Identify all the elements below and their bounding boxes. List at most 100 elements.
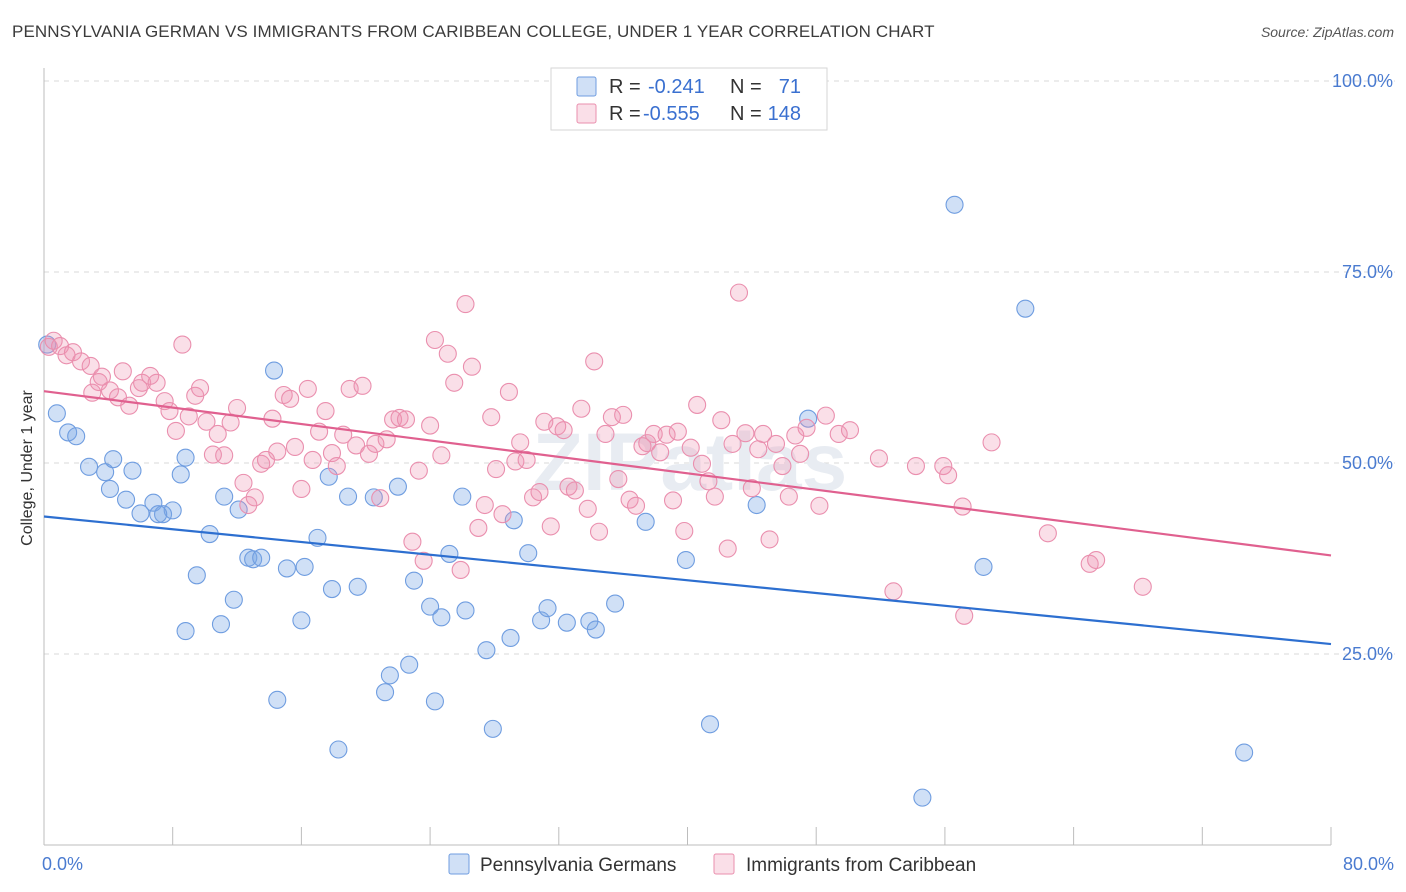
caribbean-point	[668, 422, 687, 441]
pennsylvania-german-point	[153, 505, 173, 524]
caribbean-point	[327, 457, 346, 476]
caribbean-point	[1087, 550, 1106, 570]
caribbean-point	[197, 412, 216, 431]
caribbean-point	[493, 505, 512, 524]
caribbean-point	[953, 497, 972, 516]
caribbean-point	[511, 433, 530, 452]
source-label: Source: ZipAtlas.com	[1260, 24, 1394, 40]
caribbean-point	[228, 398, 247, 418]
pennsylvania-german-point	[700, 715, 720, 734]
caribbean-point	[425, 330, 444, 350]
pennsylvania-german-point	[229, 500, 248, 519]
legend-r-value: -0.241	[648, 76, 705, 98]
pennsylvania-german-point	[116, 490, 136, 509]
series-legend: Pennsylvania Germans Immigrants from Car…	[448, 853, 976, 876]
legend-r-value: -0.555	[643, 103, 700, 125]
pennsylvania-german-point	[215, 487, 234, 506]
caribbean-point	[797, 418, 816, 437]
pennsylvania-german-point	[47, 404, 66, 423]
pennsylvania-german-point	[440, 544, 459, 563]
caribbean-point	[281, 389, 300, 408]
caribbean-point	[754, 424, 773, 444]
caribbean-point	[303, 450, 322, 469]
caribbean-point	[268, 442, 287, 461]
caribbean-point	[884, 582, 903, 601]
y-tick-label: 50.0%	[1342, 453, 1393, 473]
pennsylvania-german-point	[79, 457, 99, 476]
pennsylvania-german-point	[388, 477, 407, 496]
caribbean-point	[729, 283, 749, 302]
series-legend-label: Pennsylvania Germans	[480, 855, 676, 876]
pennsylvania-german-point	[945, 195, 964, 214]
caribbean-point	[190, 379, 210, 398]
y-tick-label: 25.0%	[1342, 644, 1393, 664]
caribbean-point	[779, 487, 798, 506]
caribbean-point	[384, 410, 403, 429]
caribbean-point	[475, 495, 494, 515]
caribbean-point	[829, 424, 848, 444]
series-legend-label: Immigrants from Caribbean	[746, 855, 976, 876]
caribbean-point	[245, 488, 264, 507]
legend-swatch-pink	[576, 103, 597, 124]
caribbean-point	[316, 401, 335, 421]
caribbean-point	[81, 356, 100, 376]
caribbean-point	[1133, 577, 1152, 596]
legend-r-label: R =	[609, 76, 641, 98]
legend-n-value: 71	[779, 76, 801, 98]
caribbean-point	[445, 373, 464, 392]
legend-n-value: 148	[768, 103, 801, 125]
pennsylvania-german-point	[277, 559, 296, 578]
caribbean-point	[359, 444, 379, 463]
pennsylvania-german-point	[400, 655, 419, 674]
caribbean-point	[456, 295, 475, 314]
pennsylvania-german-point	[265, 361, 284, 380]
caribbean-point	[723, 434, 742, 453]
caribbean-point	[657, 425, 676, 444]
caribbean-point	[614, 405, 633, 424]
pennsylvania-german-point	[519, 544, 538, 563]
caribbean-point	[675, 521, 694, 541]
caribbean-point	[688, 395, 707, 414]
grid-layer	[44, 80, 1395, 655]
legend-swatch-blue	[576, 76, 597, 97]
caribbean-point	[934, 457, 953, 476]
caribbean-point	[572, 399, 591, 418]
trend-layer	[43, 390, 1332, 646]
pennsylvania-german-point	[376, 683, 395, 702]
pennsylvania-german-point	[676, 550, 695, 570]
pennsylvania-german-point	[913, 788, 932, 807]
caribbean-point	[403, 532, 422, 551]
caribbean-point	[451, 560, 470, 580]
caribbean-point	[129, 379, 148, 398]
caribbean-point	[506, 452, 525, 471]
caribbean-point	[462, 357, 481, 376]
pennsylvania-german-point	[187, 566, 206, 585]
caribbean-point	[626, 496, 646, 515]
pennsylvania-german-point	[606, 594, 625, 613]
caribbean-point	[939, 466, 958, 485]
caribbean-point	[347, 436, 366, 455]
pennsylvania-german-point	[501, 628, 520, 648]
pennsylvania-german-point	[747, 495, 766, 515]
watermark: ZIPatlas	[533, 417, 847, 508]
caribbean-point	[840, 421, 860, 440]
pennsylvania-german-point	[1016, 299, 1035, 318]
pennsylvania-german-point	[252, 548, 271, 567]
pennsylvania-german-point	[149, 505, 168, 524]
legend-n-label: N =	[730, 103, 762, 125]
y-tick-label: 100.0%	[1332, 71, 1393, 91]
caribbean-point	[791, 444, 810, 463]
caribbean-point	[421, 416, 440, 435]
caribbean-point	[530, 482, 549, 502]
pennsylvania-german-point	[163, 501, 182, 520]
pennsylvania-german-point	[100, 479, 120, 499]
axes-layer: 25.0% 50.0% 75.0% 100.0%	[43, 68, 1393, 846]
caribbean-point	[71, 352, 91, 371]
pennsylvania-german-point	[380, 666, 399, 685]
caribbean-point	[810, 496, 829, 515]
points-layer	[38, 195, 1254, 807]
pennsylvania-german-point	[432, 608, 451, 627]
caribbean-point	[1038, 524, 1057, 543]
caribbean-point	[705, 487, 724, 506]
